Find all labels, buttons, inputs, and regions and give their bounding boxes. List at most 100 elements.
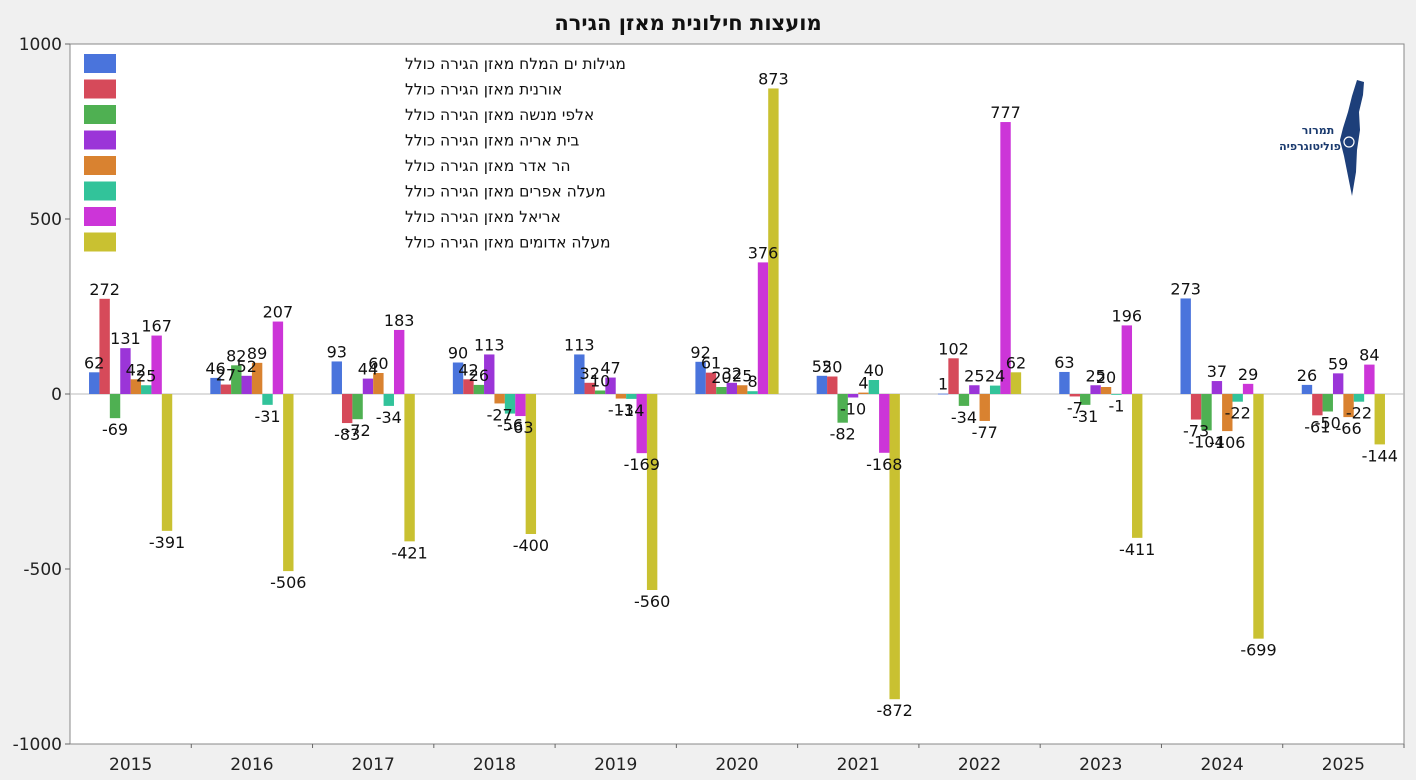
data-label: 26 [1297,366,1317,385]
legend-label: מעלה אפרים מאזן הגירה כולל [405,183,606,201]
bar [858,392,869,394]
bar [1080,394,1091,405]
data-label: -872 [877,701,913,720]
bar [1242,383,1254,394]
data-label: -13 [608,401,634,420]
data-label: -400 [513,536,549,555]
data-label: -31 [1072,407,1098,426]
bar [1222,394,1233,432]
bar [958,394,970,406]
data-label: 131 [110,329,141,348]
data-label: 32 [722,364,742,383]
bar [937,393,949,395]
data-label: -82 [830,425,856,444]
data-label: 89 [247,344,267,363]
data-label: 183 [384,311,415,330]
y-tick-label: 0 [51,385,62,405]
data-label: 62 [1006,353,1026,372]
bar [879,394,890,453]
data-label: -10 [840,400,866,419]
bar [120,348,131,394]
data-label: 113 [564,335,595,354]
data-label: 82 [226,346,246,365]
bar [626,394,637,399]
data-label: -22 [1225,404,1251,423]
bar [283,394,294,572]
data-label: 10 [590,372,610,391]
data-label: -69 [102,420,128,439]
data-label: 196 [1112,306,1143,325]
data-label: 40 [864,361,884,380]
data-label: 25 [964,366,984,385]
legend-swatch [84,232,116,252]
data-label: 42 [458,360,478,379]
data-label: 113 [474,335,505,354]
legend-label: מעלה אדומים מאזן הגירה כולל [405,234,611,252]
bar [272,321,284,394]
bar [816,375,828,394]
bar [341,394,353,424]
data-label: -22 [1346,404,1372,423]
bar [737,385,748,394]
data-label: -34 [951,408,977,427]
data-label: -7 [1067,398,1083,417]
bar [979,394,990,421]
bar [1190,394,1202,420]
data-label: -63 [507,418,533,437]
data-label: 102 [938,339,969,358]
bar [889,394,900,700]
bar [1301,384,1313,394]
legend-swatch [84,79,116,99]
bar [837,394,848,423]
data-label: 52 [237,357,257,376]
bar [969,385,980,394]
data-label: 207 [263,303,294,322]
data-label: 20 [1096,368,1116,387]
legend-swatch [84,130,116,150]
data-label: -560 [634,592,670,611]
data-label: -1 [1108,396,1124,415]
bar [393,329,405,394]
bar [594,390,606,394]
data-label: 25 [136,366,156,385]
data-label: 37 [1207,362,1227,381]
bar [1211,381,1223,394]
bar [231,365,242,394]
data-label: 20 [711,368,731,387]
x-tick-label: 2021 [837,755,880,775]
bar [695,361,706,394]
y-tick-label: 1000 [19,35,62,55]
bar [141,385,152,394]
data-label: 46 [205,359,225,378]
x-tick-label: 2018 [473,755,516,775]
x-tick-label: 2025 [1322,755,1365,775]
data-label: 44 [358,360,378,379]
bar [151,335,162,394]
bar [636,394,647,454]
x-tick-label: 2019 [594,755,637,775]
bar [220,384,232,394]
bar [1322,394,1333,412]
logo-line2: פוליטוגרפיה [1279,140,1341,153]
bar [646,394,658,590]
bar [109,394,121,419]
data-label: 25 [732,366,752,385]
legend-swatch [84,54,116,73]
legend-swatch [84,181,116,201]
bar [1253,394,1264,639]
data-label: 62 [84,353,104,372]
bar [1132,394,1143,538]
bar [768,88,779,394]
bar [1201,394,1212,431]
data-label: -27 [487,405,513,424]
data-label: 63 [1054,353,1074,372]
data-label: -699 [1240,641,1276,660]
bar [262,394,273,405]
data-label: 50 [822,358,842,377]
bar [747,391,758,394]
data-label: 61 [701,354,721,373]
bar [89,372,100,394]
data-label: 27 [216,366,236,385]
bar [574,354,585,394]
bar [1343,394,1354,418]
